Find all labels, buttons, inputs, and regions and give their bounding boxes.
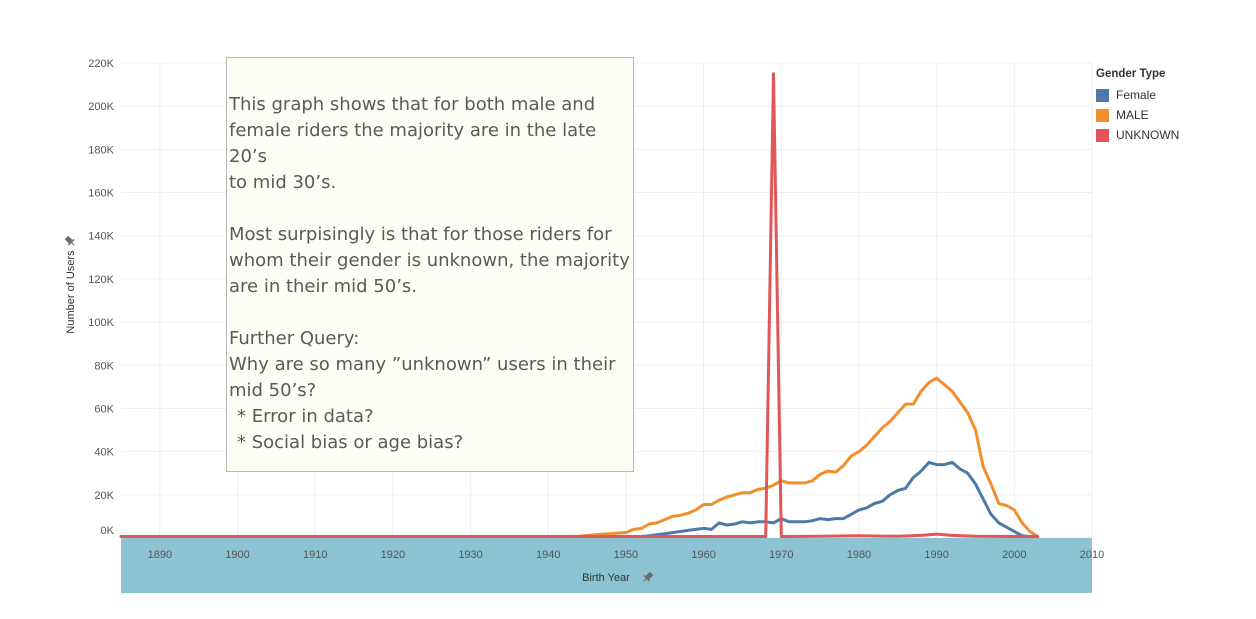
y-axis-title[interactable]: Number of Users	[65, 250, 77, 334]
legend: Gender Type Female MALE UNKNOWN	[1096, 68, 1179, 145]
annotation-line: mid 50’s?	[229, 380, 317, 401]
x-axis-pin-icon[interactable]	[641, 571, 654, 584]
annotation-line: are in their mid 50’s.	[229, 276, 418, 297]
y-tick-label: 40K	[94, 447, 114, 459]
x-tick-label: 1900	[225, 549, 249, 561]
y-tick-label: 140K	[88, 231, 114, 243]
x-tick-label: 1980	[847, 549, 871, 561]
annotation-line: female riders the majority are in the la…	[229, 120, 597, 167]
annotation-line: Further Query:	[229, 328, 360, 349]
series-line-female[interactable]	[546, 460, 1040, 538]
x-tick-label: 1950	[614, 549, 638, 561]
x-tick-label: 1940	[536, 549, 560, 561]
series-layer	[119, 72, 1040, 538]
x-tick-label: 1960	[691, 549, 715, 561]
series-line-unknown[interactable]	[119, 72, 1040, 538]
y-tick-label: 200K	[88, 101, 114, 113]
x-tick-label: 1890	[148, 549, 172, 561]
legend-label-unknown: UNKNOWN	[1116, 128, 1180, 142]
x-axis-band[interactable]	[121, 538, 1092, 593]
x-tick-label: 1910	[303, 549, 327, 561]
annotation-bullet: * Social bias or age bias?	[237, 432, 464, 453]
y-tick-label: 80K	[94, 360, 114, 372]
x-tick-label: 2000	[1002, 549, 1026, 561]
annotation-line: Most surpisingly is that for those rider…	[229, 224, 612, 245]
legend-swatch-unknown	[1096, 128, 1109, 142]
x-tick-label: 2010	[1080, 549, 1104, 561]
legend-swatch-male	[1096, 108, 1109, 122]
x-axis-title[interactable]: Birth Year	[582, 572, 630, 584]
y-axis-pin-icon[interactable]	[64, 235, 77, 248]
y-tick-label: 120K	[88, 274, 114, 286]
legend-label-male: MALE	[1116, 108, 1149, 122]
legend-swatch-female	[1096, 88, 1109, 102]
legend-item-female[interactable]: Female	[1096, 85, 1179, 105]
x-tick-label: 1990	[924, 549, 948, 561]
y-tick-label: 20K	[94, 490, 114, 502]
annotation-line: whom their gender is unknown, the majori…	[229, 250, 630, 271]
legend-item-unknown[interactable]: UNKNOWN	[1096, 125, 1179, 145]
x-axis-ticks: 1890 1900 1910 1920 1930 1940 1950 1960 1970 1980…	[148, 549, 1105, 561]
y-tick-label: 60K	[94, 403, 114, 415]
series-line-male[interactable]	[119, 376, 1040, 538]
y-tick-label: 100K	[88, 317, 114, 329]
y-tick-label: 0K	[101, 525, 115, 537]
y-tick-label: 160K	[88, 188, 114, 200]
annotation-box[interactable]: This graph shows that for both male and …	[226, 57, 634, 472]
y-tick-label: 180K	[88, 144, 114, 156]
x-tick-label: 1920	[381, 549, 405, 561]
y-axis-ticks: 0K 20K 40K 60K 80K 100K 120K 140K 160K 180K 200K 22…	[88, 58, 114, 537]
y-tick-label: 220K	[88, 58, 114, 70]
annotation-line: to mid 30’s.	[229, 172, 337, 193]
legend-title: Gender Type	[1096, 68, 1166, 80]
x-tick-label: 1970	[769, 549, 793, 561]
annotation-line: Why are so many ”unknown” users in their	[229, 354, 616, 375]
annotation-bullet: * Error in data?	[237, 406, 374, 427]
legend-item-male[interactable]: MALE	[1096, 105, 1179, 125]
legend-label-female: Female	[1116, 88, 1157, 102]
annotation-line: This graph shows that for both male and	[229, 94, 596, 115]
x-tick-label: 1930	[458, 549, 482, 561]
